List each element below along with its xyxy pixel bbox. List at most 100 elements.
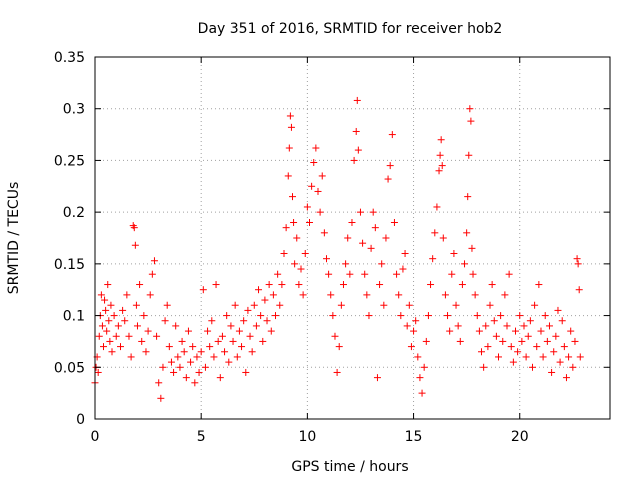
data-point — [431, 229, 439, 237]
data-point — [384, 175, 392, 183]
data-point — [518, 337, 526, 345]
data-point — [106, 337, 114, 345]
data-point — [170, 368, 178, 376]
data-point — [397, 312, 405, 320]
data-point — [452, 301, 460, 309]
data-point — [255, 286, 263, 294]
data-point — [104, 281, 112, 289]
data-point — [550, 348, 558, 356]
data-point — [322, 255, 330, 263]
data-point — [297, 265, 305, 273]
data-point — [199, 286, 207, 294]
data-point — [448, 270, 456, 278]
data-point — [565, 353, 573, 361]
data-point — [497, 312, 505, 320]
data-point — [412, 317, 420, 325]
data-point — [103, 327, 111, 335]
data-point — [221, 348, 229, 356]
data-point — [461, 260, 469, 268]
y-tick-label: 0.3 — [63, 102, 85, 118]
data-point — [155, 379, 163, 387]
data-point — [342, 260, 350, 268]
data-point — [127, 353, 135, 361]
data-point — [318, 172, 326, 180]
data-point — [105, 317, 113, 325]
data-point — [301, 250, 309, 258]
data-point — [267, 327, 275, 335]
data-point — [552, 332, 560, 340]
data-point — [252, 322, 260, 330]
data-point — [210, 353, 218, 361]
data-point — [337, 301, 345, 309]
data-point — [227, 322, 235, 330]
data-points — [91, 96, 584, 402]
data-point — [467, 117, 475, 125]
data-point — [554, 306, 562, 314]
data-point — [285, 144, 293, 152]
data-point — [125, 332, 133, 340]
data-point — [367, 244, 375, 252]
data-point — [146, 291, 154, 299]
data-point — [348, 218, 356, 226]
x-tick-label: 15 — [405, 429, 423, 445]
data-point — [416, 374, 424, 382]
y-axis-label: SRMTID / TECUs — [6, 182, 22, 295]
data-point — [399, 265, 407, 273]
data-point — [116, 343, 124, 351]
y-tick-label: 0 — [76, 412, 85, 428]
data-point — [248, 348, 256, 356]
data-point — [531, 301, 539, 309]
data-point — [352, 127, 360, 135]
data-point — [465, 151, 473, 159]
data-point — [371, 224, 379, 232]
data-point — [335, 343, 343, 351]
data-point — [505, 270, 513, 278]
data-point — [325, 270, 333, 278]
data-point — [548, 368, 556, 376]
data-point — [346, 270, 354, 278]
data-point — [246, 332, 254, 340]
data-point — [350, 156, 358, 164]
data-point — [278, 281, 286, 289]
data-point — [466, 105, 474, 113]
data-point — [305, 218, 313, 226]
data-point — [378, 260, 386, 268]
data-point — [238, 343, 246, 351]
data-point — [235, 327, 243, 335]
data-point — [533, 343, 541, 351]
data-point — [195, 368, 203, 376]
data-point — [244, 306, 252, 314]
data-point — [468, 244, 476, 252]
y-tick-label: 0.35 — [54, 50, 85, 66]
data-point — [458, 281, 466, 289]
data-point — [269, 291, 277, 299]
data-point — [473, 312, 481, 320]
data-point — [289, 193, 297, 201]
data-point — [204, 327, 212, 335]
data-point — [444, 312, 452, 320]
data-point — [361, 270, 369, 278]
data-point — [560, 343, 568, 351]
data-point — [191, 379, 199, 387]
data-point — [486, 301, 494, 309]
data-point — [197, 348, 205, 356]
data-point — [223, 312, 231, 320]
data-point — [286, 112, 294, 120]
data-point — [303, 203, 311, 211]
data-point — [216, 374, 224, 382]
data-point — [138, 337, 146, 345]
data-point — [567, 327, 575, 335]
data-point — [514, 348, 522, 356]
data-point — [507, 343, 515, 351]
data-point — [108, 348, 116, 356]
data-point — [280, 250, 288, 258]
data-point — [503, 322, 511, 330]
data-point — [499, 337, 507, 345]
x-tick-label: 10 — [298, 429, 316, 445]
data-point — [520, 322, 528, 330]
data-point — [174, 353, 182, 361]
data-point — [172, 322, 180, 330]
data-point — [97, 291, 105, 299]
data-point — [495, 353, 503, 361]
